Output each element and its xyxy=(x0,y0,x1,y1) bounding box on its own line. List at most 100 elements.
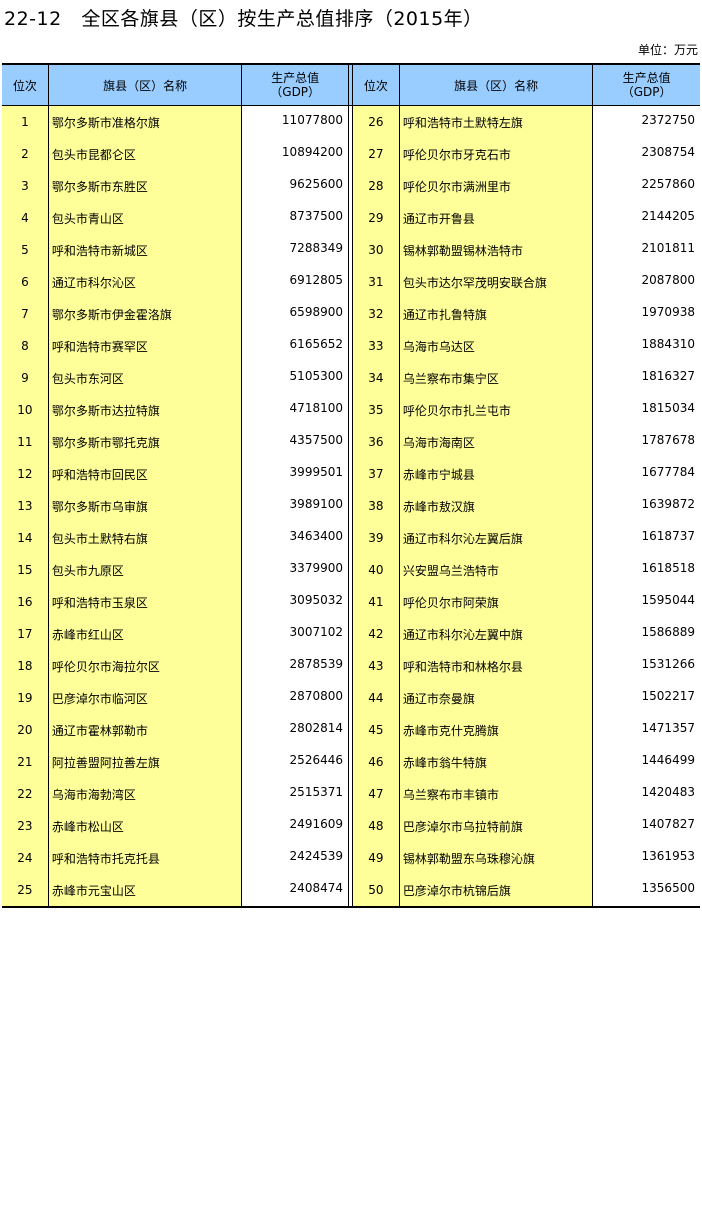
gdp-cell: 1420483 xyxy=(593,778,700,810)
unit-label: 单位：万元 xyxy=(637,43,698,57)
header-rank: 位次 xyxy=(2,65,49,105)
name-cell: 通辽市奈曼旗 xyxy=(399,682,594,714)
column-separator xyxy=(349,362,353,394)
column-separator xyxy=(349,298,353,330)
name-cell: 兴安盟乌兰浩特市 xyxy=(399,554,594,586)
rank-cell: 33 xyxy=(352,330,400,362)
gdp-cell: 1531266 xyxy=(593,650,700,682)
gdp-cell: 8737500 xyxy=(242,202,349,234)
gdp-cell: 2870800 xyxy=(242,682,349,714)
table-row: 11 鄂尔多斯市鄂托克旗 4357500 36 乌海市海南区 1787678 xyxy=(2,426,700,458)
name-cell: 通辽市科尔沁左翼后旗 xyxy=(399,522,594,554)
gdp-cell: 1884310 xyxy=(593,330,700,362)
rank-cell: 40 xyxy=(352,554,400,586)
gdp-ranking-table: 位次 旗县（区）名称 生产总值 （GDP） 位次 旗县（区）名称 生产总值 （G… xyxy=(2,63,700,908)
gdp-cell: 1787678 xyxy=(593,426,700,458)
rank-cell: 43 xyxy=(352,650,400,682)
name-cell: 锡林郭勒盟锡林浩特市 xyxy=(399,234,594,266)
rank-cell: 19 xyxy=(2,682,49,714)
gdp-cell: 1677784 xyxy=(593,458,700,490)
table-row: 17 赤峰市红山区 3007102 42 通辽市科尔沁左翼中旗 1586889 xyxy=(2,618,700,650)
name-cell: 赤峰市松山区 xyxy=(48,810,243,842)
gdp-cell: 2087800 xyxy=(593,266,700,298)
table-row: 6 通辽市科尔沁区 6912805 31 包头市达尔罕茂明安联合旗 2087800 xyxy=(2,266,700,298)
name-cell: 乌海市乌达区 xyxy=(399,330,594,362)
column-separator xyxy=(349,874,353,906)
name-cell: 包头市达尔罕茂明安联合旗 xyxy=(399,266,594,298)
rank-cell: 48 xyxy=(352,810,400,842)
gdp-cell: 4718100 xyxy=(242,394,349,426)
gdp-cell: 1595044 xyxy=(593,586,700,618)
rank-cell: 29 xyxy=(352,202,400,234)
column-separator xyxy=(349,170,353,202)
gdp-cell: 2101811 xyxy=(593,234,700,266)
gdp-cell: 1502217 xyxy=(593,682,700,714)
gdp-cell: 6165652 xyxy=(242,330,349,362)
page-title: 22-12 全区各旗县（区）按生产总值排序（2015年） xyxy=(4,8,483,30)
gdp-cell: 1815034 xyxy=(593,394,700,426)
rank-cell: 22 xyxy=(2,778,49,810)
rank-cell: 8 xyxy=(2,330,49,362)
name-cell: 赤峰市元宝山区 xyxy=(48,874,243,906)
header-rank-2: 位次 xyxy=(352,65,400,105)
rank-cell: 37 xyxy=(352,458,400,490)
name-cell: 赤峰市翁牛特旗 xyxy=(399,746,594,778)
rank-cell: 26 xyxy=(352,106,400,138)
name-cell: 呼伦贝尔市满洲里市 xyxy=(399,170,594,202)
rank-cell: 50 xyxy=(352,874,400,906)
rank-cell: 23 xyxy=(2,810,49,842)
name-cell: 呼和浩特市土默特左旗 xyxy=(399,106,594,138)
rank-cell: 14 xyxy=(2,522,49,554)
gdp-cell: 3999501 xyxy=(242,458,349,490)
gdp-cell: 1446499 xyxy=(593,746,700,778)
name-cell: 鄂尔多斯市鄂托克旗 xyxy=(48,426,243,458)
name-cell: 呼伦贝尔市牙克石市 xyxy=(399,138,594,170)
rank-cell: 49 xyxy=(352,842,400,874)
name-cell: 呼伦贝尔市阿荣旗 xyxy=(399,586,594,618)
name-cell: 乌兰察布市丰镇市 xyxy=(399,778,594,810)
name-cell: 鄂尔多斯市乌审旗 xyxy=(48,490,243,522)
gdp-cell: 2308754 xyxy=(593,138,700,170)
column-separator xyxy=(349,618,353,650)
gdp-cell: 2878539 xyxy=(242,650,349,682)
column-separator xyxy=(349,106,353,138)
rank-cell: 38 xyxy=(352,490,400,522)
name-cell: 呼和浩特市玉泉区 xyxy=(48,586,243,618)
table-row: 15 包头市九原区 3379900 40 兴安盟乌兰浩特市 1618518 xyxy=(2,554,700,586)
column-separator xyxy=(349,266,353,298)
name-cell: 乌兰察布市集宁区 xyxy=(399,362,594,394)
rank-cell: 28 xyxy=(352,170,400,202)
rank-cell: 46 xyxy=(352,746,400,778)
name-cell: 巴彦淖尔市临河区 xyxy=(48,682,243,714)
header-gdp: 生产总值 （GDP） xyxy=(242,65,349,105)
rank-cell: 13 xyxy=(2,490,49,522)
gdp-cell: 3463400 xyxy=(242,522,349,554)
name-cell: 包头市土默特右旗 xyxy=(48,522,243,554)
name-cell: 阿拉善盟阿拉善左旗 xyxy=(48,746,243,778)
name-cell: 赤峰市克什克腾旗 xyxy=(399,714,594,746)
column-separator xyxy=(349,202,353,234)
gdp-cell: 1356500 xyxy=(593,874,700,906)
rank-cell: 36 xyxy=(352,426,400,458)
table-row: 25 赤峰市元宝山区 2408474 50 巴彦淖尔市杭锦后旗 1356500 xyxy=(2,874,700,906)
name-cell: 赤峰市敖汉旗 xyxy=(399,490,594,522)
name-cell: 呼伦贝尔市海拉尔区 xyxy=(48,650,243,682)
table-row: 18 呼伦贝尔市海拉尔区 2878539 43 呼和浩特市和林格尔县 1531266 xyxy=(2,650,700,682)
rank-cell: 15 xyxy=(2,554,49,586)
name-cell: 鄂尔多斯市准格尔旗 xyxy=(48,106,243,138)
table-row: 10 鄂尔多斯市达拉特旗 4718100 35 呼伦贝尔市扎兰屯市 1815034 xyxy=(2,394,700,426)
column-separator xyxy=(349,714,353,746)
gdp-cell: 5105300 xyxy=(242,362,349,394)
name-cell: 包头市青山区 xyxy=(48,202,243,234)
name-cell: 鄂尔多斯市伊金霍洛旗 xyxy=(48,298,243,330)
column-separator xyxy=(349,138,353,170)
gdp-cell: 1407827 xyxy=(593,810,700,842)
gdp-cell: 3989100 xyxy=(242,490,349,522)
table-row: 13 鄂尔多斯市乌审旗 3989100 38 赤峰市敖汉旗 1639872 xyxy=(2,490,700,522)
column-separator xyxy=(349,810,353,842)
table-row: 4 包头市青山区 8737500 29 通辽市开鲁县 2144205 xyxy=(2,202,700,234)
rank-cell: 2 xyxy=(2,138,49,170)
table-row: 16 呼和浩特市玉泉区 3095032 41 呼伦贝尔市阿荣旗 1595044 xyxy=(2,586,700,618)
rank-cell: 10 xyxy=(2,394,49,426)
gdp-cell: 1816327 xyxy=(593,362,700,394)
